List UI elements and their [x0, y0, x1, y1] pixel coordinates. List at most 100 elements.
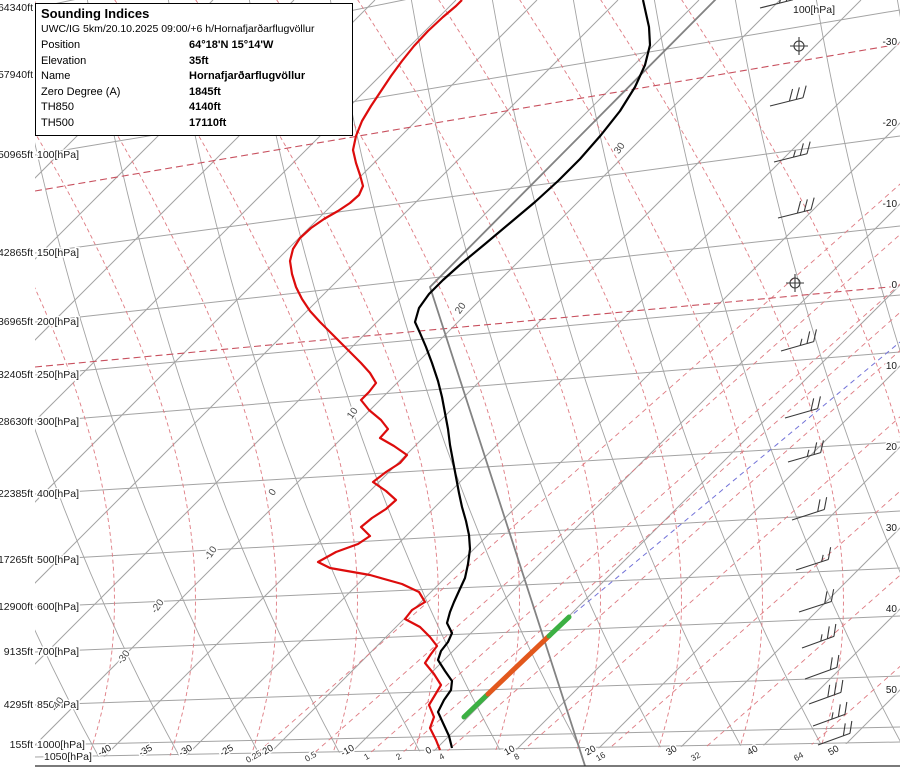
dry-adiabat-label: -20	[149, 597, 167, 616]
wind-barb-icon	[780, 329, 817, 352]
isobar-line	[35, 225, 900, 323]
bottom-temperature-label: 50	[826, 743, 841, 758]
mixing-ratio-line	[294, 0, 900, 758]
dewpoint-curve	[288, 0, 463, 751]
moist-adiabat-line	[35, 0, 115, 758]
dry-adiabat-line	[326, 0, 593, 758]
mixing-ratio-line	[425, 0, 900, 758]
pressure-hpa-label: 850[hPa]	[37, 699, 79, 711]
wind-barb-icon	[801, 623, 837, 649]
bottom-temperature-label: -30	[177, 743, 194, 759]
dry-adiabat-line	[812, 0, 900, 758]
wind-barb-icon	[784, 396, 821, 419]
bottom-temperature-label: 0	[424, 745, 434, 757]
right-temperature-label: 20	[886, 442, 898, 453]
altitude-ft-label: 50965ft	[0, 149, 33, 161]
isotherm-line	[819, 0, 900, 758]
pressure-hpa-label: 400[hPa]	[37, 488, 79, 500]
parcel-path-segment	[485, 633, 552, 697]
dry-adiabat-line	[35, 0, 107, 758]
isobar-line	[35, 567, 900, 608]
isotherm-line	[35, 0, 700, 758]
dry-adiabat-label: -30	[115, 648, 133, 667]
wind-barb-column	[759, 0, 853, 746]
right-temperature-label: -20	[883, 118, 898, 129]
isobar-line	[35, 510, 900, 561]
info-label: Elevation	[41, 54, 87, 67]
blue-reference-line	[559, 341, 900, 626]
right-temperature-label: 40	[886, 604, 898, 615]
isotherm-line	[35, 0, 538, 758]
info-label: Zero Degree (A)	[41, 85, 121, 98]
temperature-reference-line	[35, 285, 900, 368]
info-row-th500: TH500 17110ft	[41, 116, 347, 132]
dry-adiabat-label: 10	[345, 405, 361, 421]
wind-barb-icon	[787, 440, 824, 463]
altitude-ft-label: 36965ft	[0, 316, 33, 328]
moist-adiabat-line	[499, 0, 763, 758]
wind-barb-icon	[808, 679, 844, 705]
right-temperature-label: 50	[886, 685, 898, 696]
parcel-path-segment	[546, 614, 572, 639]
wind-barb-icon	[759, 0, 797, 9]
altitude-ft-label: 22385ft	[0, 488, 33, 500]
pressure-hpa-label: 250[hPa]	[37, 369, 79, 381]
standard-atmosphere-line	[428, 0, 717, 766]
altitude-ft-label: 28630ft	[0, 416, 33, 428]
isotherm-line	[171, 0, 900, 758]
bottom-temperature-label: -10	[339, 743, 356, 759]
info-label: Name	[41, 70, 71, 82]
wind-barb-icon	[791, 497, 828, 521]
mixing-ratio-line	[237, 0, 900, 758]
bottom-temperature-label: -35	[137, 743, 154, 759]
pressure-hpa-label: 600[hPa]	[37, 601, 79, 613]
isotherm-line	[35, 0, 619, 758]
dry-adiabat-label: 0	[267, 487, 279, 498]
pressure-hpa-label: 100[hPa]	[37, 149, 79, 161]
info-row-zero-degree: Zero Degree (A) 1845ft	[41, 85, 347, 101]
model-run-subtitle: UWC/IG 5km/20.10.2025 09:00/+6 h/Hornafj…	[41, 23, 315, 35]
altitude-ft-label: 155ft	[10, 739, 33, 751]
info-row-name: Name Hornafjarðarflugvöllur	[41, 69, 347, 85]
mixing-ratio-label: 2	[394, 751, 403, 762]
info-value: Hornafjarðarflugvöllur	[189, 70, 306, 82]
dry-adiabat-line	[35, 0, 269, 758]
dry-adiabat-line	[407, 0, 674, 758]
isobar-line	[35, 294, 900, 376]
info-row-th850: TH850 4140ft	[41, 100, 347, 116]
moist-adiabat-line	[175, 0, 439, 758]
altitude-ft-label: 57940ft	[0, 69, 33, 81]
mixing-ratio-line	[382, 0, 900, 758]
isotherm-line	[657, 0, 900, 758]
right-temperature-label: -10	[883, 199, 898, 210]
isobar-line	[35, 615, 900, 653]
info-value: 64°18'N 15°14'W	[189, 39, 274, 51]
wind-barb-icon	[795, 547, 832, 571]
isotherm-line	[495, 0, 900, 758]
bottom-temperature-label: 40	[745, 743, 760, 758]
mixing-ratio-line	[584, 0, 900, 758]
pressure-hpa-label: 700[hPa]	[37, 646, 79, 658]
mixing-ratio-label: 8	[512, 751, 521, 762]
dry-adiabat-line	[893, 0, 900, 758]
altitude-ft-label: 32405ft	[0, 369, 33, 381]
wind-barb-icon	[777, 197, 815, 219]
mixing-ratio-label: 64	[792, 750, 805, 764]
dry-adiabat-line	[35, 0, 188, 758]
isobar-line	[35, 741, 900, 758]
calm-wind-icon	[790, 37, 808, 55]
right-temperature-label: 30	[886, 523, 898, 534]
dry-adiabat-line	[488, 0, 755, 758]
temperature-curve	[413, 0, 652, 749]
calm-wind-icon	[786, 274, 804, 292]
isotherm-line	[90, 0, 862, 758]
right-temperature-label: 0	[891, 280, 897, 291]
mixing-ratio-label: 1	[362, 751, 371, 762]
dry-adiabat-label: -10	[202, 544, 220, 563]
bottom-temperature-label: -25	[218, 743, 235, 759]
isobar-line	[35, 351, 900, 423]
isobar-line	[35, 135, 900, 254]
altitude-ft-label: 12900ft	[0, 601, 33, 613]
isobar-line	[35, 726, 900, 746]
